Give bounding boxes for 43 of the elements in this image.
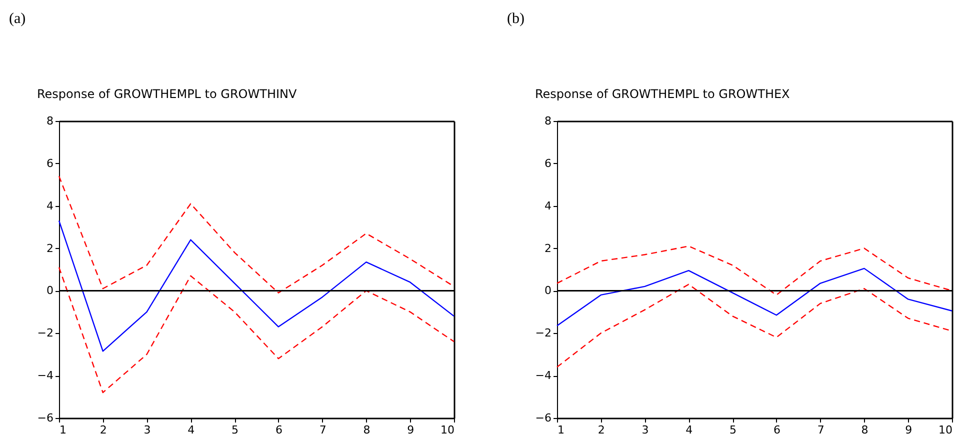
y-tick-label: 0 bbox=[544, 284, 552, 298]
x-tick-label: 10 bbox=[938, 424, 952, 436]
x-tick-label: 7 bbox=[319, 424, 326, 436]
y-tick-label: 0 bbox=[46, 284, 54, 298]
text: (b) bbox=[507, 11, 524, 27]
x-tick-label: 2 bbox=[100, 424, 107, 436]
x-tick-label: 1 bbox=[558, 424, 564, 436]
y-tick-label: −6 bbox=[37, 412, 54, 424]
y-tick-label: 4 bbox=[544, 199, 552, 212]
x-tick-label: 1 bbox=[60, 424, 66, 436]
text: (a) bbox=[9, 11, 26, 27]
x-tick-label: 10 bbox=[440, 424, 454, 436]
x-tick-label: 3 bbox=[642, 424, 649, 436]
x-tick-label: 8 bbox=[363, 424, 370, 436]
x-tick-label: 3 bbox=[144, 424, 151, 436]
y-tick-label: −4 bbox=[37, 369, 54, 382]
x-tick-label: 7 bbox=[817, 424, 824, 436]
x-tick-label: 4 bbox=[686, 424, 693, 436]
y-tick-label: 2 bbox=[46, 242, 54, 255]
x-tick-label: 9 bbox=[905, 424, 912, 436]
y-tick-label: −2 bbox=[37, 326, 54, 340]
y-tick-label: 2 bbox=[544, 242, 552, 255]
y-tick-label: −6 bbox=[535, 412, 552, 424]
x-tick-label: 2 bbox=[598, 424, 605, 436]
line-series bbox=[556, 268, 953, 326]
line-series bbox=[58, 220, 455, 352]
x-tick-label: 6 bbox=[275, 424, 282, 436]
y-tick-label: −2 bbox=[535, 326, 552, 340]
y-tick-label: 6 bbox=[544, 156, 552, 170]
chart-title: Response of GROWTHEMPL to GROWTHEX bbox=[535, 87, 790, 101]
line-series bbox=[58, 266, 455, 394]
x-tick-label: 4 bbox=[188, 424, 195, 436]
x-tick-label: 9 bbox=[407, 424, 414, 436]
chart-title: Response of GROWTHEMPL to GROWTHINV bbox=[37, 87, 298, 101]
y-tick-label: −4 bbox=[535, 369, 552, 382]
y-tick-label: 6 bbox=[46, 156, 54, 170]
x-tick-label: 8 bbox=[861, 424, 868, 436]
y-tick-label: 8 bbox=[544, 114, 552, 128]
x-tick-label: 5 bbox=[232, 424, 239, 436]
x-tick-label: 6 bbox=[773, 424, 780, 436]
x-tick-label: 5 bbox=[730, 424, 737, 436]
y-tick-label: 8 bbox=[46, 114, 54, 128]
y-tick-label: 4 bbox=[46, 199, 54, 212]
